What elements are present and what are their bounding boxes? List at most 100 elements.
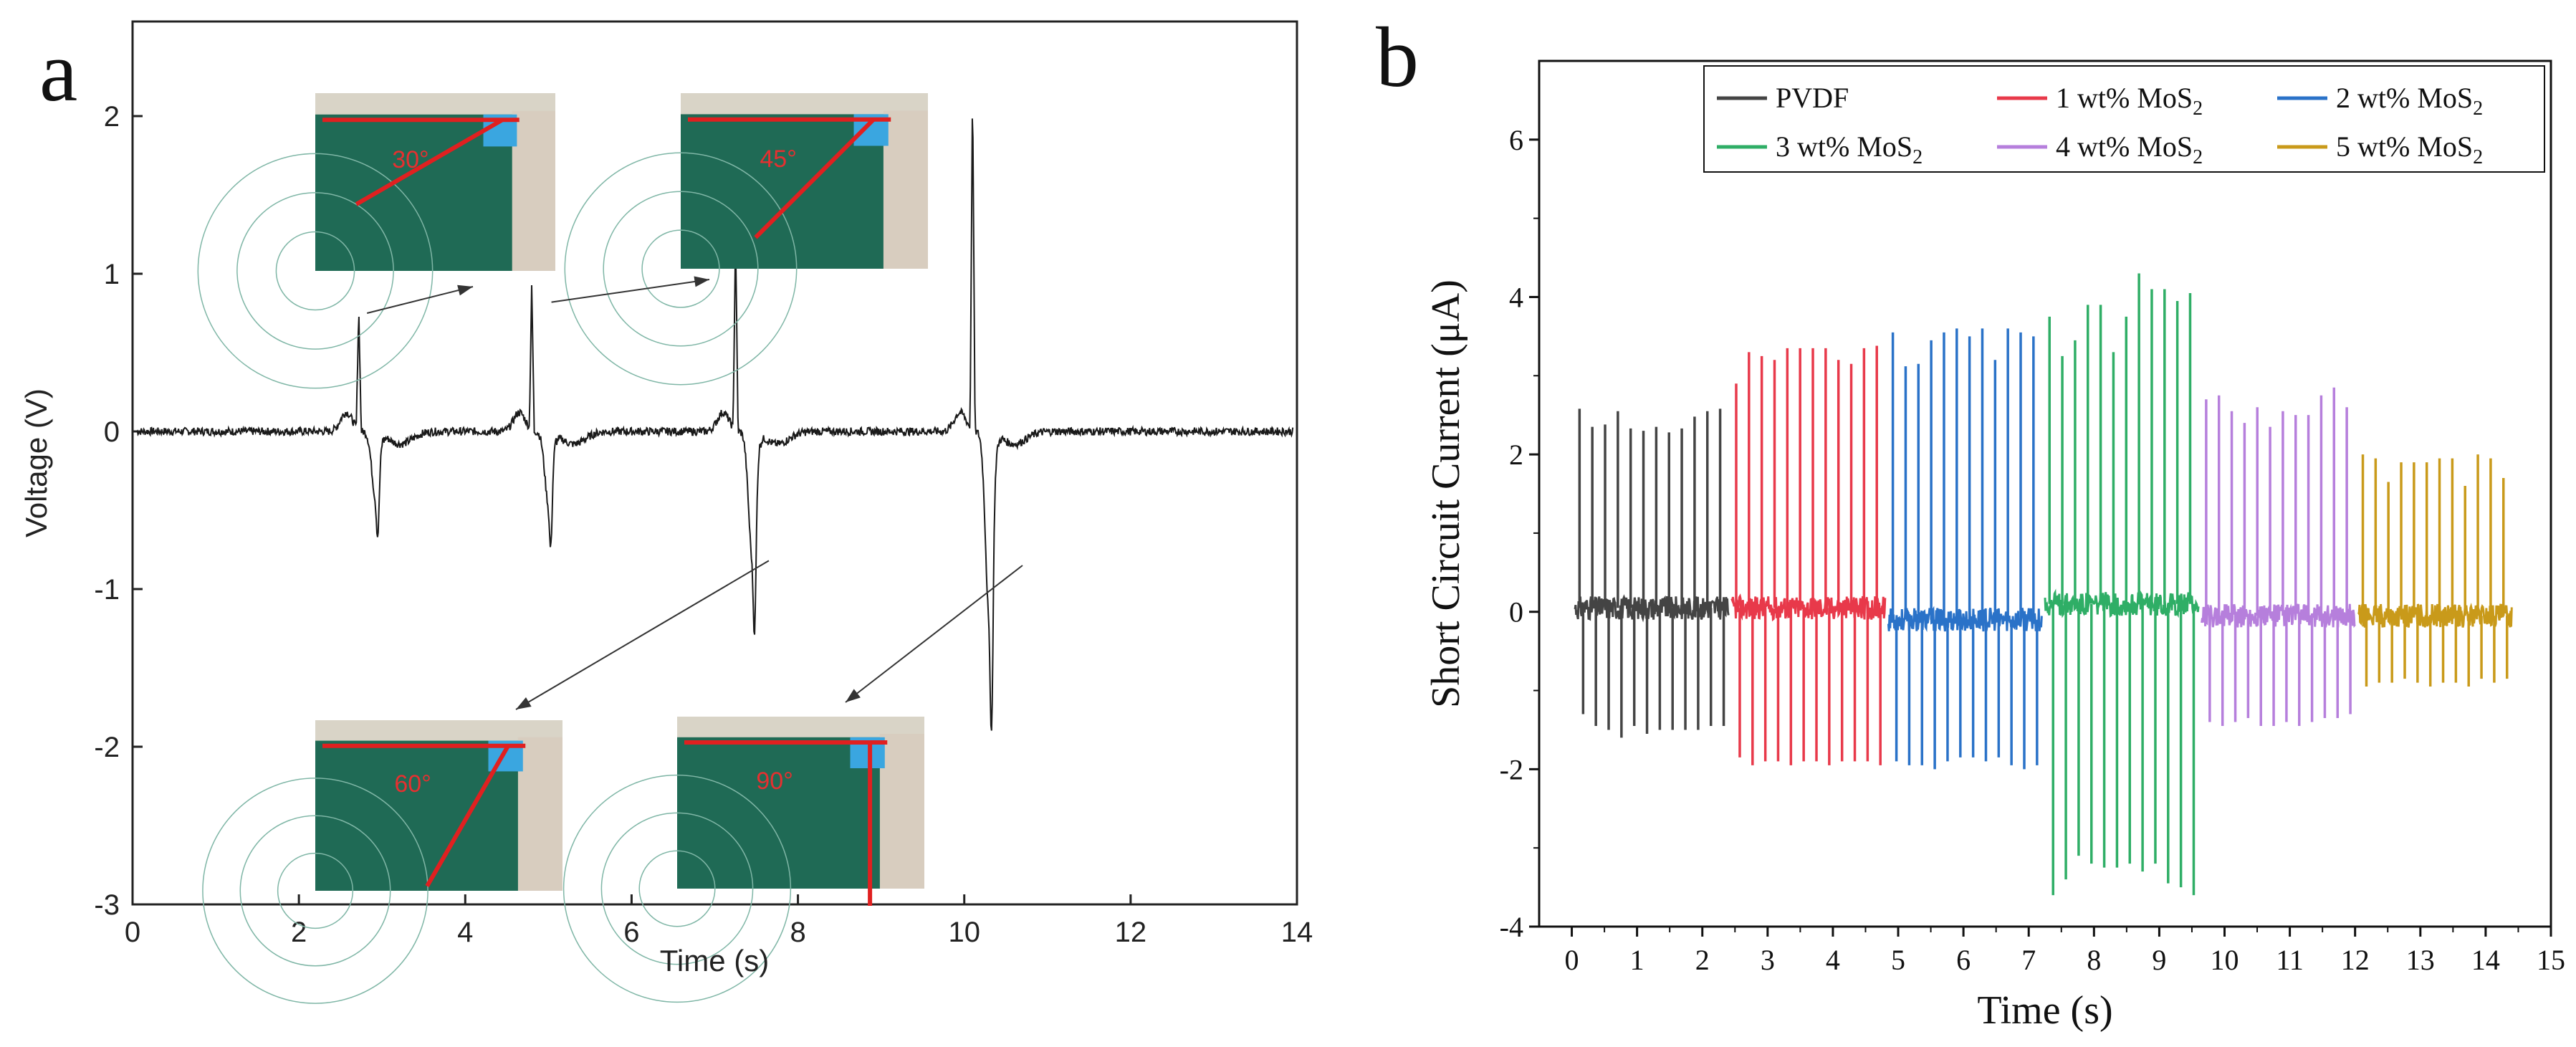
y-tick-label: 6 [1509, 124, 1523, 156]
y-tick-label: 2 [1509, 439, 1523, 471]
inset-grid-arc [197, 153, 434, 389]
legend-label: PVDF [1776, 82, 1849, 114]
x-tick-label: 5 [1891, 944, 1905, 976]
inset-angle-line [425, 745, 510, 888]
inset-grid-arc [603, 191, 759, 347]
inset-wall [315, 93, 555, 115]
x-tick-label: 11 [2276, 944, 2304, 976]
inset-angle-label: 60° [394, 770, 431, 798]
inset-grid-arc [562, 774, 792, 1003]
inset-angle-label: 90° [756, 768, 793, 795]
inset-angle-line [754, 118, 876, 239]
panel-b-letter: b [1376, 9, 1419, 105]
inset-grid-arc [600, 812, 754, 965]
x-tick-label: 4 [1826, 944, 1840, 976]
legend-label-subscript: 2 [1912, 146, 1923, 168]
panel-a-frame [131, 20, 1298, 906]
inset-hand [883, 110, 928, 269]
legend-label-main: 5 wt% MoS [2336, 130, 2473, 163]
inset-arrow-head [694, 276, 709, 287]
legend-label-subscript: 2 [2193, 146, 2203, 168]
inset-grid-arc [638, 850, 716, 927]
inset-grid-arc [236, 192, 394, 350]
legend-item: 4 wt% MoS2 [1997, 130, 2203, 168]
current-baseline [1574, 594, 1730, 623]
current-baseline [1887, 606, 2043, 633]
y-tick-label: 4 [1509, 281, 1523, 313]
legend-item: PVDF [1717, 82, 1849, 114]
inset-grid-arc [277, 852, 354, 929]
panel-b-frame [1538, 59, 2552, 928]
y-tick-label: -1 [94, 574, 120, 606]
x-tick-label: 0 [1565, 944, 1579, 976]
current-baseline [1730, 593, 1887, 622]
x-tick-label: 6 [1956, 944, 1971, 976]
legend-item: 2 wt% MoS2 [2277, 82, 2483, 120]
x-tick-label: 8 [790, 917, 805, 948]
panel-a-insets: 30° 45° 60° 90° [197, 93, 1023, 1004]
legend-label-main: 4 wt% MoS [2056, 130, 2193, 163]
legend-label: 3 wt% MoS2 [1776, 130, 1923, 168]
inset-hand [879, 734, 924, 889]
legend-label: 1 wt% MoS2 [2056, 82, 2203, 120]
legend-label: 4 wt% MoS2 [2056, 130, 2203, 168]
inset-photo: 45° [564, 93, 928, 386]
inset-grid-arc [564, 152, 798, 386]
y-tick-label: -4 [1500, 911, 1523, 943]
legend-label: 5 wt% MoS2 [2336, 130, 2483, 168]
legend-box [1703, 65, 2545, 173]
inset-arrow [845, 565, 1023, 703]
y-tick-label: 2 [104, 101, 120, 133]
inset-arrow-head [457, 285, 473, 296]
panel-b-trace [1574, 273, 2513, 896]
panel-a-letter: a [39, 24, 77, 119]
inset-arrow [551, 279, 710, 303]
y-tick-label: -2 [94, 732, 120, 763]
current-baseline [2357, 603, 2513, 628]
inset-arrow [515, 560, 770, 710]
inset-angle-label: 45° [760, 145, 796, 173]
current-baseline [2201, 603, 2356, 628]
x-tick-label: 9 [2152, 944, 2166, 976]
inset-photo: 30° [197, 93, 555, 389]
x-tick-label: 13 [2406, 944, 2435, 976]
x-tick-label: 10 [948, 917, 980, 948]
x-tick-label: 7 [2021, 944, 2036, 976]
panel-a-trace [136, 118, 1294, 731]
inset-arrow-head [516, 697, 532, 709]
legend-label-subscript: 2 [2193, 97, 2203, 120]
x-tick-label: 12 [2341, 944, 2370, 976]
inset-arrow-head [846, 689, 861, 702]
legend-label-subscript: 2 [2473, 146, 2483, 168]
x-tick-label: 4 [457, 917, 473, 948]
x-tick-label: 2 [1695, 944, 1710, 976]
legend-label: 2 wt% MoS2 [2336, 82, 2483, 120]
x-tick-label: 3 [1761, 944, 1775, 976]
legend-item: 3 wt% MoS2 [1717, 130, 1923, 168]
legend-label-main: 3 wt% MoS [1776, 130, 1912, 163]
current-baseline [2044, 588, 2200, 618]
inset-grid-arc [239, 815, 391, 967]
x-tick-label: 6 [623, 917, 639, 948]
x-tick-label: 2 [291, 917, 307, 948]
panel-a-x-title: Time (s) [660, 944, 769, 977]
x-tick-label: 15 [2537, 944, 2565, 976]
inset-grid-arc [202, 778, 428, 1004]
x-tick-label: 1 [1630, 944, 1644, 976]
y-tick-label: 0 [104, 416, 120, 448]
y-tick-label: 0 [1509, 596, 1523, 628]
y-tick-label: 1 [104, 259, 120, 290]
x-tick-label: 10 [2211, 944, 2239, 976]
voltage-trace [136, 118, 1294, 731]
y-tick-label: -3 [94, 889, 120, 921]
legend-label-main: 2 wt% MoS [2336, 82, 2473, 114]
x-tick-label: 12 [1115, 917, 1147, 948]
inset-angle-line [355, 118, 504, 206]
panel-a-y-title: Voltage (V) [19, 388, 53, 537]
inset-grid-arc [275, 231, 355, 311]
legend-label-subscript: 2 [2473, 97, 2483, 120]
